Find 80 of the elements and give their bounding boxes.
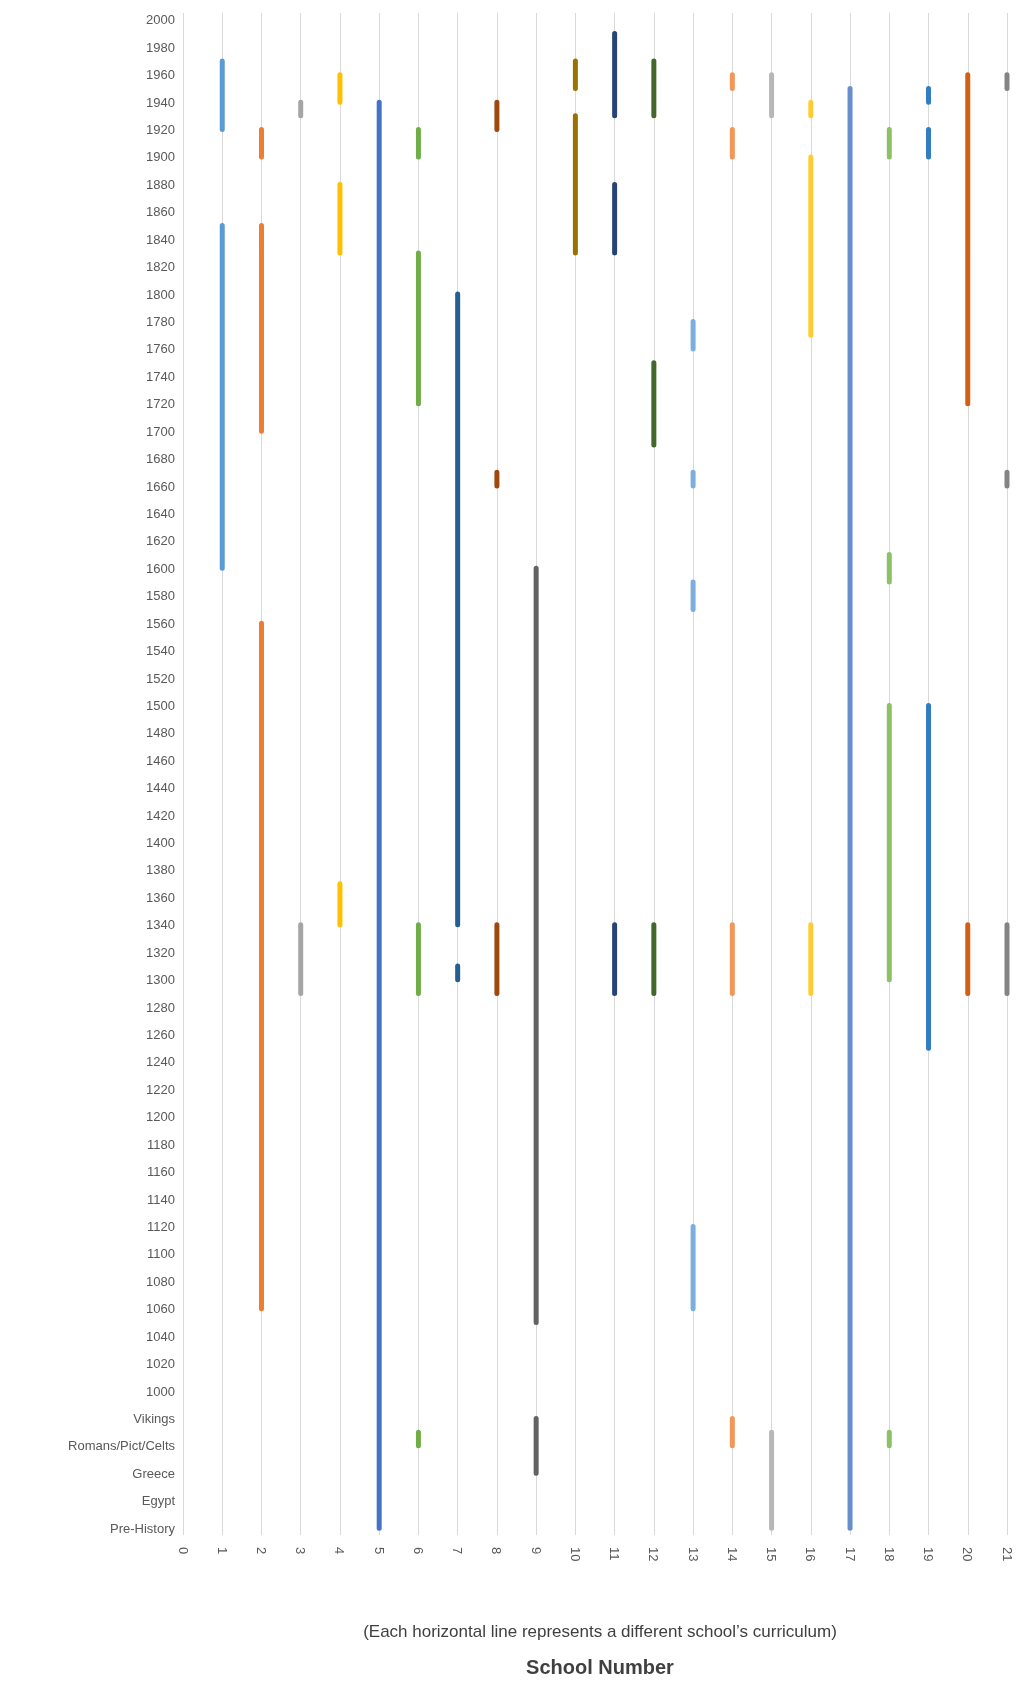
y-tick-label: 1020 — [146, 1356, 175, 1372]
y-tick-label: Greece — [132, 1465, 175, 1481]
y-tick-label: 1640 — [146, 505, 175, 521]
y-tick-label: 1820 — [146, 259, 175, 275]
x-tick-label: 6 — [410, 1547, 426, 1555]
x-tick-label: 8 — [489, 1547, 505, 1555]
x-tick-label: 14 — [724, 1547, 740, 1562]
x-tick-label: 11 — [607, 1547, 623, 1561]
y-tick-label: 1920 — [146, 122, 175, 138]
x-tick-label: 17 — [842, 1547, 858, 1562]
y-tick-label: 1360 — [146, 889, 175, 905]
y-tick-label: 1600 — [146, 560, 175, 576]
y-tick-label: Egypt — [141, 1493, 176, 1509]
y-tick-label: 1960 — [146, 67, 175, 83]
y-tick-label: 1240 — [146, 1054, 175, 1070]
x-tick-label: 0 — [175, 1547, 191, 1555]
y-tick-label: Romans/Pict/Celts — [68, 1438, 176, 1454]
x-tick-label: 5 — [371, 1547, 387, 1555]
x-tick-label: 19 — [921, 1547, 937, 1562]
y-tick-label: 1080 — [146, 1273, 175, 1289]
y-tick-label: Vikings — [133, 1410, 176, 1426]
y-tick-label: 1060 — [146, 1301, 175, 1317]
x-tick-label: 9 — [528, 1547, 544, 1555]
y-tick-label: 1880 — [146, 176, 175, 192]
y-tick-label: Pre-History — [109, 1520, 176, 1536]
y-tick-label: 1720 — [146, 396, 175, 412]
y-tick-label: 2000 — [146, 12, 175, 28]
x-tick-label: 10 — [567, 1547, 583, 1562]
y-tick-label: 1900 — [146, 149, 175, 165]
y-tick-label: 1520 — [146, 670, 175, 686]
y-tick-label: 1660 — [146, 478, 175, 494]
x-tick-label: 16 — [803, 1547, 819, 1562]
y-tick-label: 1400 — [146, 835, 175, 851]
y-tick-label: 1320 — [146, 944, 175, 960]
y-tick-label: 1000 — [146, 1383, 175, 1399]
y-tick-label: 1340 — [146, 917, 175, 933]
y-tick-label: 1800 — [146, 286, 175, 302]
y-tick-label: 1100 — [147, 1246, 175, 1262]
y-tick-label: 1980 — [146, 39, 175, 55]
y-tick-label: 1540 — [146, 643, 175, 659]
y-tick-label: 1480 — [146, 725, 175, 741]
y-tick-label: 1120 — [147, 1218, 175, 1234]
y-tick-label: 1200 — [146, 1109, 175, 1125]
x-tick-label: 18 — [881, 1547, 897, 1562]
y-tick-label: 1580 — [146, 588, 175, 604]
y-tick-label: 1680 — [146, 451, 175, 467]
y-tick-label: 1280 — [146, 999, 175, 1015]
x-tick-label: 13 — [685, 1547, 701, 1562]
y-tick-label: 1500 — [146, 697, 175, 713]
x-tick-label: 7 — [450, 1547, 466, 1555]
y-tick-label: 1140 — [147, 1191, 175, 1207]
y-tick-label: 1840 — [146, 231, 175, 247]
x-tick-label: 15 — [764, 1547, 780, 1562]
x-tick-label: 12 — [646, 1547, 662, 1562]
y-tick-label: 1860 — [146, 204, 175, 220]
x-tick-label: 3 — [293, 1547, 309, 1555]
y-tick-label: 1180 — [147, 1136, 175, 1152]
y-tick-label: 1260 — [146, 1027, 175, 1043]
x-tick-label: 20 — [960, 1547, 976, 1562]
y-tick-label: 1220 — [146, 1081, 175, 1097]
x-tick-label: 4 — [332, 1547, 348, 1555]
y-tick-label: 1700 — [146, 423, 175, 439]
x-tick-label: 1 — [214, 1547, 230, 1555]
y-tick-label: 1940 — [146, 94, 175, 110]
y-tick-label: 1560 — [146, 615, 175, 631]
y-tick-label: 1740 — [146, 368, 175, 384]
y-tick-label: 1380 — [146, 862, 175, 878]
y-tick-label: 1420 — [146, 807, 175, 823]
x-tick-label: 2 — [253, 1547, 269, 1555]
y-tick-label: 1300 — [146, 972, 175, 988]
y-tick-label: 1440 — [146, 780, 175, 796]
y-tick-label: 1620 — [146, 533, 175, 549]
x-tick-label: 21 — [999, 1547, 1015, 1562]
y-tick-label: 1160 — [147, 1164, 175, 1180]
y-tick-label: 1780 — [146, 314, 175, 330]
x-axis-title: School Number — [526, 1656, 675, 1678]
y-tick-label: 1460 — [146, 752, 175, 768]
y-tick-label: 1040 — [146, 1328, 175, 1344]
y-tick-label: 1760 — [146, 341, 175, 357]
text: (Each horizontal line represents a different school’s curriculum) — [363, 1622, 837, 1641]
